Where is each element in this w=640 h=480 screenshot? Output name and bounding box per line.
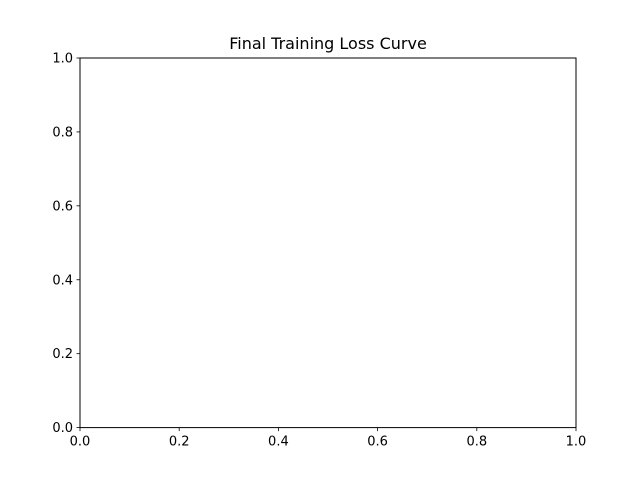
y-tick-label: 1.0: [52, 52, 73, 67]
x-tick-label: 0.8: [466, 435, 487, 450]
y-tick-label: 0.4: [52, 273, 73, 288]
y-tick-label: 0.6: [52, 199, 73, 214]
y-tick-label: 0.8: [52, 125, 73, 140]
plot-frame: [79, 57, 577, 429]
x-tick-label: 0.2: [169, 435, 190, 450]
x-axis-ticks: 0.0 0.2 0.4 0.6 0.8 1.0: [70, 427, 587, 450]
plot-area: [80, 58, 576, 428]
x-tick-label: 0.0: [70, 435, 91, 450]
y-tick-label: 0.2: [52, 347, 73, 362]
y-axis-ticks: 0.0 0.2 0.4 0.6 0.8 1.0: [52, 52, 80, 436]
chart-title: Final Training Loss Curve: [229, 34, 427, 53]
x-tick-label: 1.0: [566, 435, 587, 450]
x-tick-label: 0.6: [367, 435, 388, 450]
x-tick-label: 0.4: [268, 435, 289, 450]
y-tick-label: 0.0: [52, 421, 73, 436]
